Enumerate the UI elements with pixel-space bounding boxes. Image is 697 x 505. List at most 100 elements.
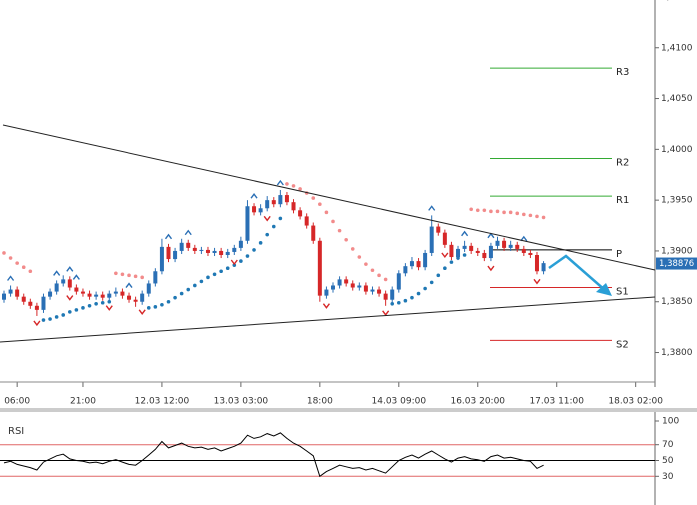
sar-dot xyxy=(146,306,151,310)
pivot-label: S1 xyxy=(616,287,629,298)
x-tick-label: 06:00 xyxy=(4,397,30,407)
candle-body xyxy=(100,294,105,298)
candle-body xyxy=(390,289,395,300)
candle-body xyxy=(94,294,99,297)
rsi-title: RSI xyxy=(8,426,24,437)
candle-body xyxy=(67,279,72,288)
sar-dot xyxy=(443,266,447,271)
candle-body xyxy=(8,289,13,294)
x-tick-label: 14.03 09:00 xyxy=(372,397,427,407)
candle-body xyxy=(423,252,428,268)
fractal-down xyxy=(533,278,541,285)
candle-body xyxy=(107,293,112,298)
candle-body xyxy=(337,279,342,286)
candle-body xyxy=(429,226,434,253)
sar-dot xyxy=(87,304,92,308)
price-panel: 1,3800 1,3850 1,3900 1,3950 1,4000 1,4050 1,41… xyxy=(2,0,697,407)
x-tick-label: 18.03 02:00 xyxy=(608,397,663,407)
fractal-down xyxy=(382,310,390,316)
fractal-down xyxy=(263,215,271,222)
candle-body xyxy=(265,200,270,209)
fractal-down xyxy=(33,320,41,327)
candle-body xyxy=(502,240,507,248)
candle-body xyxy=(456,248,461,258)
candle-body xyxy=(521,248,526,253)
sar-dot xyxy=(462,253,467,257)
x-tick-label: 12.03 12:00 xyxy=(135,397,190,407)
candle-body xyxy=(34,305,39,310)
sar-dot xyxy=(528,213,533,218)
sar-dot xyxy=(449,260,454,264)
sar-dot xyxy=(390,301,395,306)
sar-dot xyxy=(278,216,283,221)
candle-body xyxy=(212,250,217,253)
candle-body xyxy=(48,291,53,297)
candle-body xyxy=(370,289,375,292)
sar-dot xyxy=(344,237,348,242)
sar-dot xyxy=(515,211,520,216)
sar-dot xyxy=(8,256,13,260)
y-tick-label: 1,4150 xyxy=(661,0,693,2)
candle-body xyxy=(127,295,132,300)
y-tick-label: 1,3900 xyxy=(661,246,693,256)
x-tick-label: 18:00 xyxy=(307,397,333,407)
sar-dot xyxy=(153,305,158,309)
sar-dot xyxy=(502,210,506,215)
sar-dot xyxy=(160,302,164,307)
sar-dot xyxy=(541,215,546,220)
candle-body xyxy=(140,293,145,302)
resistance-trendline xyxy=(2,124,656,271)
candle-body xyxy=(324,289,329,296)
sar-dot xyxy=(285,182,289,186)
rsi-line xyxy=(3,432,544,478)
current-price-tag xyxy=(656,257,697,270)
candle-body xyxy=(192,247,197,251)
candle-body xyxy=(159,246,164,272)
candle-body xyxy=(436,226,441,233)
sar-dot xyxy=(423,286,427,291)
candle-body xyxy=(153,271,158,284)
candle-body xyxy=(488,245,493,259)
sar-dot xyxy=(133,274,138,279)
candle-body xyxy=(508,244,513,248)
y-tick-label: 1,4100 xyxy=(661,43,693,53)
candle-body xyxy=(409,261,414,267)
candle-body xyxy=(28,301,33,306)
candle-body xyxy=(219,250,224,256)
candle-body xyxy=(350,283,355,288)
candle-body xyxy=(133,299,138,302)
sar-dot xyxy=(370,268,375,273)
candle-body xyxy=(311,225,316,241)
fractal-up xyxy=(428,205,436,211)
candle-body xyxy=(61,279,66,284)
fractal-up xyxy=(125,282,133,289)
sar-dot xyxy=(74,308,79,312)
sar-dot xyxy=(416,291,421,296)
candle-body xyxy=(166,246,171,260)
candle-body xyxy=(238,240,243,248)
candle-body xyxy=(225,251,230,256)
candle-body xyxy=(396,273,401,290)
sar-dot xyxy=(245,254,250,258)
x-tick-label: 13.03 03:00 xyxy=(214,397,269,407)
sar-dot xyxy=(318,202,322,207)
sar-dot xyxy=(429,280,434,285)
sar-dot xyxy=(265,232,270,237)
candle-body xyxy=(120,291,125,296)
sar-dot xyxy=(166,299,171,304)
pivot-label: S2 xyxy=(616,339,629,350)
candle-body xyxy=(383,293,388,300)
candle-body xyxy=(245,206,250,241)
rsi-tick-label: 100 xyxy=(662,417,679,427)
candle-body xyxy=(515,244,520,249)
sar-dot xyxy=(239,259,243,263)
sar-dot xyxy=(489,209,493,214)
sar-dot xyxy=(140,275,144,280)
candle-body xyxy=(442,232,447,245)
y-tick-label: 1,3800 xyxy=(661,348,693,358)
candle-body xyxy=(271,200,276,205)
candle-body xyxy=(284,195,289,203)
sar-dot xyxy=(482,208,487,213)
fractal-up xyxy=(520,235,528,242)
sar-dot xyxy=(48,317,52,321)
